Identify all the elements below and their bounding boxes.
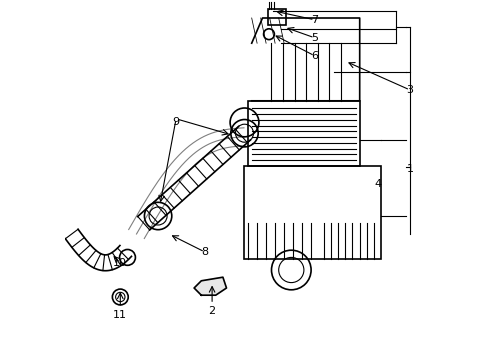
Bar bbox=[244, 166, 381, 259]
Text: 1: 1 bbox=[406, 164, 413, 174]
Polygon shape bbox=[194, 277, 226, 295]
Text: 10: 10 bbox=[113, 258, 127, 268]
Bar bbox=[247, 101, 359, 166]
Text: 9: 9 bbox=[172, 117, 179, 127]
Text: 6: 6 bbox=[310, 51, 318, 61]
Text: 3: 3 bbox=[406, 85, 413, 95]
Text: 11: 11 bbox=[113, 310, 127, 320]
Bar bbox=[267, 9, 285, 25]
Text: 5: 5 bbox=[310, 33, 318, 43]
Text: 4: 4 bbox=[373, 179, 381, 189]
Text: 2: 2 bbox=[208, 306, 215, 316]
Text: 7: 7 bbox=[310, 15, 318, 25]
Text: 8: 8 bbox=[201, 247, 208, 257]
